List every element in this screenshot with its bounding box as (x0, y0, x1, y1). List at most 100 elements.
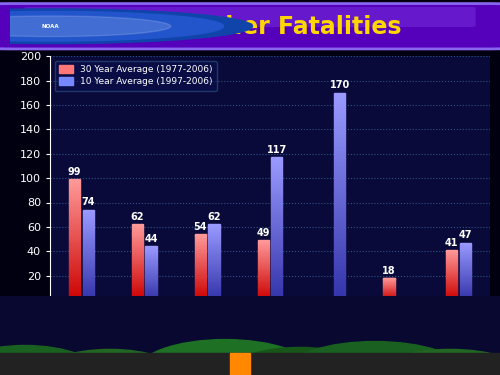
Bar (334, 288, 345, 292)
Bar (334, 296, 345, 300)
Bar (460, 248, 471, 250)
Bar (258, 280, 269, 281)
Bar (208, 250, 220, 252)
Bar (258, 290, 269, 292)
Bar (69, 191, 80, 194)
Bar (460, 260, 471, 261)
Bar (146, 267, 156, 268)
Bar (334, 122, 345, 126)
Bar (82, 219, 94, 220)
Bar (271, 277, 282, 280)
Bar (460, 276, 471, 277)
Ellipse shape (375, 350, 500, 375)
Bar (194, 251, 206, 253)
Bar (384, 283, 394, 284)
Bar (460, 259, 471, 260)
Bar (258, 260, 269, 261)
Bar (132, 267, 143, 268)
Bar (446, 276, 458, 277)
Ellipse shape (138, 340, 312, 375)
Bar (460, 296, 471, 297)
Bar (194, 297, 206, 298)
Bar (446, 260, 458, 261)
Bar (446, 296, 458, 297)
Bar (132, 244, 143, 246)
Bar (334, 97, 345, 101)
Bar (69, 237, 80, 240)
Bar (69, 276, 80, 278)
Bar (334, 142, 345, 147)
Bar (334, 171, 345, 176)
Bar (132, 273, 143, 274)
Bar (194, 293, 206, 295)
Bar (146, 264, 156, 265)
Bar (271, 203, 282, 206)
Bar (69, 189, 80, 191)
Bar (271, 291, 282, 294)
FancyBboxPatch shape (24, 7, 475, 27)
Bar (194, 290, 206, 291)
Bar (334, 292, 345, 296)
Bar (334, 267, 345, 271)
Bar (460, 245, 471, 246)
Bar (194, 249, 206, 250)
Bar (146, 297, 156, 298)
Text: NOAA: NOAA (42, 24, 60, 29)
Text: 99: 99 (68, 167, 82, 177)
Bar (132, 270, 143, 271)
Bar (194, 242, 206, 243)
Bar (446, 275, 458, 276)
Bar (82, 255, 94, 257)
Bar (334, 180, 345, 184)
Bar (69, 264, 80, 266)
Bar (146, 291, 156, 292)
Bar (446, 289, 458, 290)
Bar (334, 163, 345, 167)
Bar (258, 268, 269, 269)
Bar (271, 209, 282, 212)
Bar (146, 275, 156, 276)
Bar (258, 242, 269, 243)
Bar (208, 284, 220, 285)
Bar (446, 284, 458, 285)
Bar (194, 291, 206, 292)
Bar (194, 268, 206, 270)
Bar (132, 290, 143, 291)
Bar (132, 243, 143, 244)
Bar (334, 138, 345, 142)
Bar (334, 258, 345, 263)
Bar (146, 273, 156, 274)
Bar (208, 235, 220, 237)
Bar (334, 263, 345, 267)
Bar (208, 253, 220, 255)
Bar (258, 244, 269, 245)
Bar (384, 280, 394, 281)
Bar (208, 243, 220, 244)
Bar (69, 285, 80, 288)
Bar (132, 241, 143, 243)
Bar (132, 278, 143, 279)
Bar (132, 235, 143, 237)
Text: 49: 49 (256, 228, 270, 238)
Bar (334, 147, 345, 151)
Bar (69, 240, 80, 242)
Bar (132, 276, 143, 278)
Bar (334, 246, 345, 250)
Bar (69, 252, 80, 254)
Bar (69, 266, 80, 268)
Bar (446, 283, 458, 284)
Bar (384, 286, 394, 287)
Bar (208, 247, 220, 249)
Bar (82, 269, 94, 271)
Bar (271, 266, 282, 268)
Bar (384, 295, 394, 296)
Bar (146, 266, 156, 267)
Bar (230, 353, 250, 375)
Bar (258, 264, 269, 266)
Bar (146, 274, 156, 275)
Bar (258, 283, 269, 285)
Bar (146, 269, 156, 270)
Bar (271, 197, 282, 200)
Bar (69, 256, 80, 259)
Bar (460, 283, 471, 284)
